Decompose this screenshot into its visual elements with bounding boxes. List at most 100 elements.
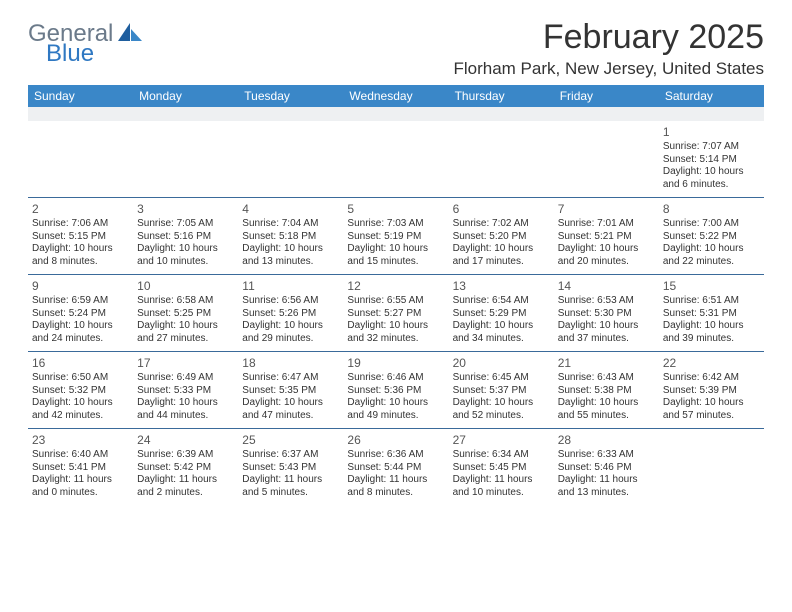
sunset-text: Sunset: 5:19 PM [347, 231, 444, 244]
day-cell: 22Sunrise: 6:42 AMSunset: 5:39 PMDayligh… [659, 352, 764, 429]
day-number: 1 [663, 123, 760, 141]
sunrise-text: Sunrise: 6:53 AM [558, 295, 655, 308]
dl2-text: and 29 minutes. [242, 333, 339, 346]
day-number: 3 [137, 200, 234, 218]
dl1-text: Daylight: 11 hours [558, 474, 655, 487]
sunset-text: Sunset: 5:32 PM [32, 385, 129, 398]
header: General Blue February 2025 Florham Park,… [28, 18, 764, 79]
day-cell [554, 121, 659, 198]
dl1-text: Daylight: 11 hours [242, 474, 339, 487]
dl1-text: Daylight: 10 hours [663, 166, 760, 179]
day-cell: 18Sunrise: 6:47 AMSunset: 5:35 PMDayligh… [238, 352, 343, 429]
sunset-text: Sunset: 5:42 PM [137, 462, 234, 475]
sunrise-text: Sunrise: 7:00 AM [663, 218, 760, 231]
dl2-text: and 22 minutes. [663, 256, 760, 269]
day-number: 2 [32, 200, 129, 218]
sunset-text: Sunset: 5:24 PM [32, 308, 129, 321]
day-cell: 1Sunrise: 7:07 AMSunset: 5:14 PMDaylight… [659, 121, 764, 198]
sunrise-text: Sunrise: 6:55 AM [347, 295, 444, 308]
dl2-text: and 8 minutes. [347, 487, 444, 500]
day-cell [449, 121, 554, 198]
dl2-text: and 13 minutes. [242, 256, 339, 269]
sunrise-text: Sunrise: 6:49 AM [137, 372, 234, 385]
page: General Blue February 2025 Florham Park,… [0, 0, 792, 612]
day-cell: 27Sunrise: 6:34 AMSunset: 5:45 PMDayligh… [449, 429, 554, 506]
col-tuesday: Tuesday [238, 85, 343, 107]
sunrise-text: Sunrise: 7:01 AM [558, 218, 655, 231]
dl1-text: Daylight: 10 hours [558, 243, 655, 256]
dl1-text: Daylight: 10 hours [663, 243, 760, 256]
sunrise-text: Sunrise: 6:59 AM [32, 295, 129, 308]
logo: General Blue [28, 22, 144, 66]
sunset-text: Sunset: 5:22 PM [663, 231, 760, 244]
day-cell: 17Sunrise: 6:49 AMSunset: 5:33 PMDayligh… [133, 352, 238, 429]
sunrise-text: Sunrise: 7:02 AM [453, 218, 550, 231]
day-number: 11 [242, 277, 339, 295]
spacer-cell [28, 107, 133, 121]
day-cell: 16Sunrise: 6:50 AMSunset: 5:32 PMDayligh… [28, 352, 133, 429]
day-cell: 14Sunrise: 6:53 AMSunset: 5:30 PMDayligh… [554, 275, 659, 352]
dl1-text: Daylight: 10 hours [558, 320, 655, 333]
spacer-cell [449, 107, 554, 121]
day-number: 13 [453, 277, 550, 295]
day-number: 15 [663, 277, 760, 295]
dl1-text: Daylight: 10 hours [137, 320, 234, 333]
day-number: 5 [347, 200, 444, 218]
day-number: 19 [347, 354, 444, 372]
dl2-text: and 42 minutes. [32, 410, 129, 423]
sunset-text: Sunset: 5:46 PM [558, 462, 655, 475]
sunset-text: Sunset: 5:31 PM [663, 308, 760, 321]
day-number: 25 [242, 431, 339, 449]
day-cell: 24Sunrise: 6:39 AMSunset: 5:42 PMDayligh… [133, 429, 238, 506]
dl1-text: Daylight: 10 hours [137, 397, 234, 410]
col-saturday: Saturday [659, 85, 764, 107]
sunrise-text: Sunrise: 7:03 AM [347, 218, 444, 231]
day-number: 24 [137, 431, 234, 449]
sunset-text: Sunset: 5:33 PM [137, 385, 234, 398]
sunset-text: Sunset: 5:18 PM [242, 231, 339, 244]
spacer-cell [133, 107, 238, 121]
day-number: 21 [558, 354, 655, 372]
sunset-text: Sunset: 5:36 PM [347, 385, 444, 398]
day-number: 28 [558, 431, 655, 449]
dl2-text: and 2 minutes. [137, 487, 234, 500]
sunset-text: Sunset: 5:14 PM [663, 154, 760, 167]
sunset-text: Sunset: 5:16 PM [137, 231, 234, 244]
sunrise-text: Sunrise: 7:04 AM [242, 218, 339, 231]
day-cell: 3Sunrise: 7:05 AMSunset: 5:16 PMDaylight… [133, 198, 238, 275]
dl1-text: Daylight: 11 hours [347, 474, 444, 487]
day-number: 7 [558, 200, 655, 218]
sunrise-text: Sunrise: 6:36 AM [347, 449, 444, 462]
day-cell: 7Sunrise: 7:01 AMSunset: 5:21 PMDaylight… [554, 198, 659, 275]
sunset-text: Sunset: 5:20 PM [453, 231, 550, 244]
day-cell: 11Sunrise: 6:56 AMSunset: 5:26 PMDayligh… [238, 275, 343, 352]
day-cell: 28Sunrise: 6:33 AMSunset: 5:46 PMDayligh… [554, 429, 659, 506]
day-cell [133, 121, 238, 198]
dl2-text: and 8 minutes. [32, 256, 129, 269]
dl1-text: Daylight: 10 hours [242, 320, 339, 333]
sunset-text: Sunset: 5:15 PM [32, 231, 129, 244]
sunrise-text: Sunrise: 6:50 AM [32, 372, 129, 385]
day-number: 23 [32, 431, 129, 449]
sail-icon [118, 23, 144, 46]
month-title: February 2025 [453, 18, 764, 57]
col-wednesday: Wednesday [343, 85, 448, 107]
sunset-text: Sunset: 5:21 PM [558, 231, 655, 244]
day-number: 27 [453, 431, 550, 449]
week-row: 16Sunrise: 6:50 AMSunset: 5:32 PMDayligh… [28, 352, 764, 429]
dl2-text: and 39 minutes. [663, 333, 760, 346]
week-row: 23Sunrise: 6:40 AMSunset: 5:41 PMDayligh… [28, 429, 764, 506]
sunrise-text: Sunrise: 6:58 AM [137, 295, 234, 308]
dl1-text: Daylight: 10 hours [347, 243, 444, 256]
day-number: 14 [558, 277, 655, 295]
day-number: 20 [453, 354, 550, 372]
day-cell: 26Sunrise: 6:36 AMSunset: 5:44 PMDayligh… [343, 429, 448, 506]
col-thursday: Thursday [449, 85, 554, 107]
sunset-text: Sunset: 5:44 PM [347, 462, 444, 475]
day-number: 10 [137, 277, 234, 295]
logo-text-block: General Blue [28, 22, 144, 66]
sunrise-text: Sunrise: 6:56 AM [242, 295, 339, 308]
day-number: 12 [347, 277, 444, 295]
calendar-table: Sunday Monday Tuesday Wednesday Thursday… [28, 85, 764, 505]
day-number: 18 [242, 354, 339, 372]
